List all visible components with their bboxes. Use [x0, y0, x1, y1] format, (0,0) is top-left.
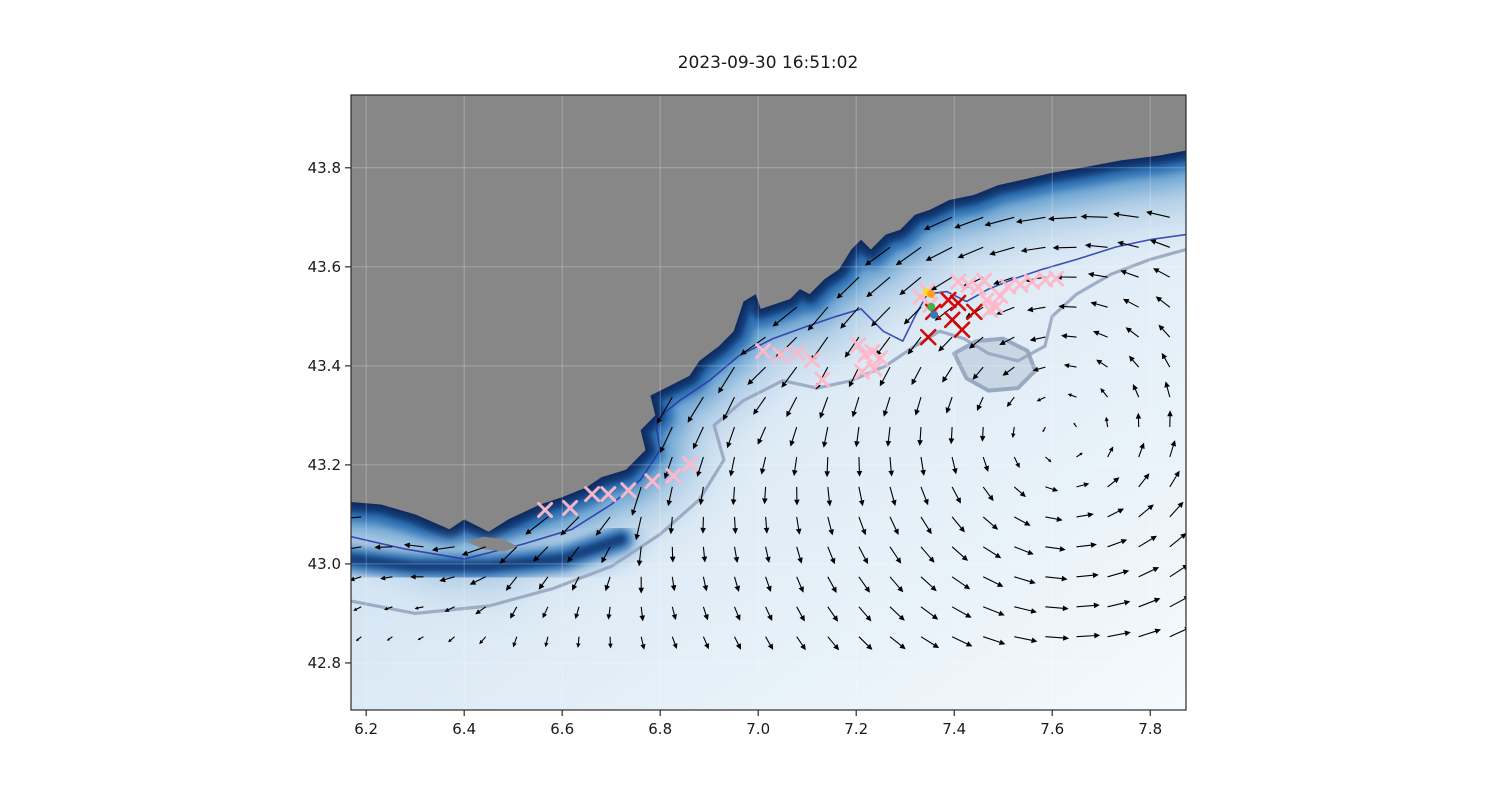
depth-contours: [351, 233, 1186, 615]
drifter-x-pink: [988, 298, 1005, 315]
drifter-x-pink: [644, 473, 661, 490]
release-point-dot: [927, 302, 936, 311]
y-tick-label: 43.8: [308, 159, 341, 177]
drifter-x-pink: [1048, 270, 1065, 287]
drifter-x-pink: [537, 501, 554, 518]
observation-markers: [537, 270, 1065, 518]
drifter-x-pink: [789, 344, 806, 361]
drifter-x-pink: [562, 499, 579, 516]
drifter-x-red: [949, 294, 967, 312]
x-tick-label: 6.4: [452, 720, 476, 738]
drifter-x-pink: [600, 486, 617, 503]
drifter-x-red: [940, 291, 957, 309]
drifter-x-pink: [854, 363, 871, 380]
current-vector-field: [351, 210, 1186, 651]
release-point-dot: [927, 290, 936, 299]
drifter-x-pink: [804, 351, 821, 368]
drifter-x-pink: [866, 360, 883, 377]
drifter-x-pink: [1024, 273, 1041, 290]
drifter-x-pink: [772, 346, 789, 363]
x-tick-label: 6.6: [550, 720, 574, 738]
y-tick-label: 43.0: [308, 555, 341, 573]
x-tick-label: 7.8: [1138, 720, 1162, 738]
drifter-x-red: [919, 328, 937, 346]
drifter-x-pink: [755, 343, 772, 360]
y-tick-label: 43.2: [308, 456, 341, 474]
drifter-x-pink: [814, 371, 831, 388]
drifter-x-pink: [584, 486, 601, 503]
x-tick-label: 7.0: [746, 720, 770, 738]
release-point-dot: [930, 310, 939, 319]
axes-frame: 6.2 6.4 6.6 6.8 7.0 7.2 7.4 7.6 7.8 42.8 43.0 43.2 4…: [308, 94, 1187, 738]
y-tick-label: 42.8: [308, 654, 341, 672]
drifter-x-pink: [872, 349, 889, 366]
drifter-x-pink: [682, 455, 699, 472]
drifter-x-pink: [620, 482, 637, 499]
drifter-x-pink: [850, 337, 867, 354]
chart-title: 2023-09-30 16:51:02: [678, 53, 859, 73]
drifter-x-pink: [976, 272, 993, 289]
plot-clip-group: [351, 95, 1186, 710]
x-tick-label: 6.2: [354, 720, 378, 738]
gridlines: [351, 95, 1186, 710]
x-tick-label: 7.4: [942, 720, 966, 738]
land-mass: [351, 95, 1186, 552]
x-tick-label: 7.6: [1040, 720, 1064, 738]
y-tick-label: 43.4: [308, 357, 341, 375]
y-tick-label: 43.6: [308, 258, 341, 276]
drifter-x-red: [953, 321, 971, 339]
drifter-x-red: [966, 303, 983, 321]
x-tick-label: 6.8: [648, 720, 672, 738]
x-tick-label: 7.2: [844, 720, 868, 738]
drifter-x-pink: [665, 467, 682, 484]
